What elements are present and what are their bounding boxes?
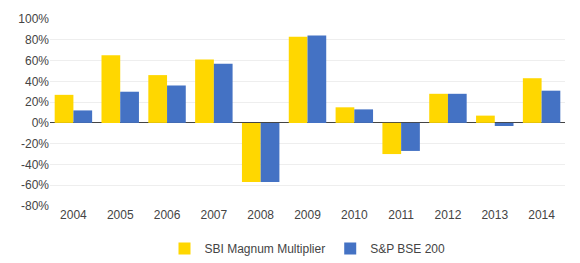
svg-text:2007: 2007 <box>201 208 228 222</box>
svg-text:20%: 20% <box>25 95 49 109</box>
svg-text:40%: 40% <box>25 75 49 89</box>
svg-text:2010: 2010 <box>341 208 368 222</box>
svg-text:2013: 2013 <box>481 208 508 222</box>
svg-text:-40%: -40% <box>21 158 49 172</box>
svg-text:0%: 0% <box>32 116 50 130</box>
svg-text:2008: 2008 <box>247 208 274 222</box>
svg-text:-60%: -60% <box>21 178 49 192</box>
svg-text:2006: 2006 <box>154 208 181 222</box>
svg-text:-80%: -80% <box>21 199 49 213</box>
svg-text:2012: 2012 <box>435 208 462 222</box>
svg-text:-20%: -20% <box>21 137 49 151</box>
svg-text:100%: 100% <box>18 12 49 26</box>
svg-text:2014: 2014 <box>528 208 555 222</box>
svg-text:60%: 60% <box>25 54 49 68</box>
svg-text:2005: 2005 <box>107 208 134 222</box>
svg-text:2009: 2009 <box>294 208 321 222</box>
svg-text:S&P BSE 200: S&P BSE 200 <box>370 242 445 256</box>
svg-text:2004: 2004 <box>60 208 87 222</box>
svg-text:SBI Magnum Multiplier: SBI Magnum Multiplier <box>205 242 326 256</box>
svg-text:2011: 2011 <box>388 208 414 222</box>
svg-text:80%: 80% <box>25 33 49 47</box>
